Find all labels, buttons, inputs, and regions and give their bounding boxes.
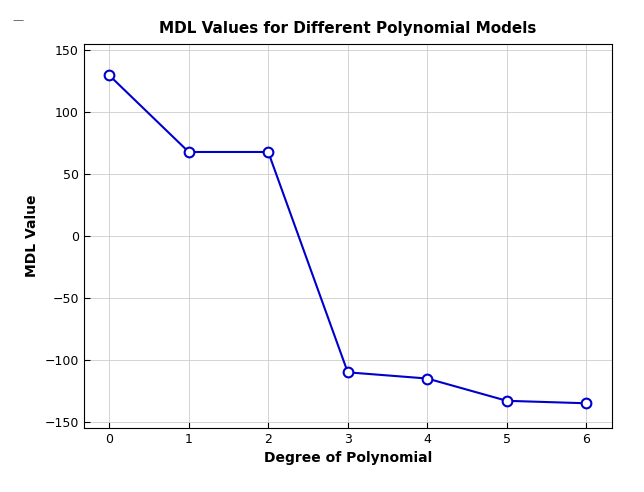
Title: MDL Values for Different Polynomial Models: MDL Values for Different Polynomial Mode… <box>159 21 536 36</box>
Y-axis label: MDL Value: MDL Value <box>25 195 39 277</box>
X-axis label: Degree of Polynomial: Degree of Polynomial <box>263 452 432 465</box>
Text: —: — <box>13 15 24 25</box>
